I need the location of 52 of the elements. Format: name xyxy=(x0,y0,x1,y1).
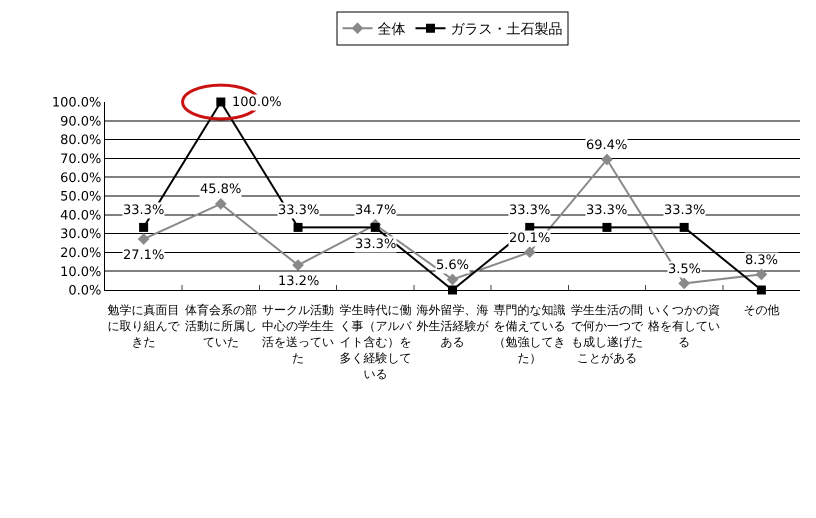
data-label: 3.5% xyxy=(668,262,702,277)
point xyxy=(138,233,150,245)
data-label: 45.8% xyxy=(200,182,242,197)
point xyxy=(680,222,689,232)
x-tick-label: 体育会系の部活動に所属していた xyxy=(184,302,258,350)
data-label: 8.3% xyxy=(745,253,778,268)
y-tick-label: 50.0% xyxy=(60,190,102,205)
point xyxy=(524,246,536,258)
point xyxy=(446,274,458,286)
x-tick-label: いくつかの資格を有している xyxy=(647,302,722,350)
data-label: 69.4% xyxy=(586,138,628,153)
x-tick-label: 専門的な知識を備えている（勉強してきた） xyxy=(492,302,567,366)
data-label: 33.3% xyxy=(278,203,320,218)
point xyxy=(216,98,226,106)
y-tick-label: 100.0% xyxy=(52,96,102,111)
y-tick-label: 60.0% xyxy=(60,170,102,186)
data-label: 13.2% xyxy=(278,274,320,289)
data-label: 33.3% xyxy=(586,203,628,218)
data-label: 33.3% xyxy=(509,203,550,218)
point xyxy=(756,268,768,280)
data-label: 34.7% xyxy=(355,203,396,218)
point xyxy=(294,222,303,232)
y-tick-label: 0.0% xyxy=(68,284,102,299)
point xyxy=(370,222,380,232)
point xyxy=(601,154,613,166)
x-tick-label: サークル活動中心の学生生活を送っていた xyxy=(261,302,336,366)
y-tick-label: 20.0% xyxy=(60,246,102,261)
data-label: 20.1% xyxy=(509,231,550,246)
point xyxy=(139,222,148,232)
data-label: 33.3% xyxy=(123,203,164,218)
point xyxy=(214,198,227,210)
data-label: 33.3% xyxy=(355,237,396,252)
y-tick-label: 10.0% xyxy=(60,264,102,280)
point xyxy=(678,278,690,290)
data-label: 27.1% xyxy=(123,248,164,263)
x-tick-label: 勉学に真面目に取り組んできた xyxy=(106,302,181,350)
y-tick-label: 70.0% xyxy=(60,152,102,167)
legend-label: ガラス・土石製品 xyxy=(450,22,562,38)
y-tick-label: 90.0% xyxy=(60,114,102,130)
point xyxy=(602,222,612,232)
x-tick-label: 海外留学、海外生活経験がある xyxy=(416,302,490,350)
data-label: 5.6% xyxy=(436,258,470,273)
point xyxy=(292,259,304,272)
y-tick-label: 80.0% xyxy=(60,133,102,148)
x-tick-label: その他 xyxy=(742,302,780,318)
y-tick-label: 30.0% xyxy=(60,227,102,242)
x-tick-label: 学生生活の間で何か一つでも成し遂げたことがある xyxy=(570,302,644,366)
y-tick-label: 40.0% xyxy=(60,208,102,224)
x-tick-label: 学生時代に働く事（アルバイト含む）を多く経験している xyxy=(338,302,412,382)
data-label: 100.0% xyxy=(232,95,282,110)
data-label: 33.3% xyxy=(664,203,706,218)
legend-label: 全体 xyxy=(378,22,406,38)
